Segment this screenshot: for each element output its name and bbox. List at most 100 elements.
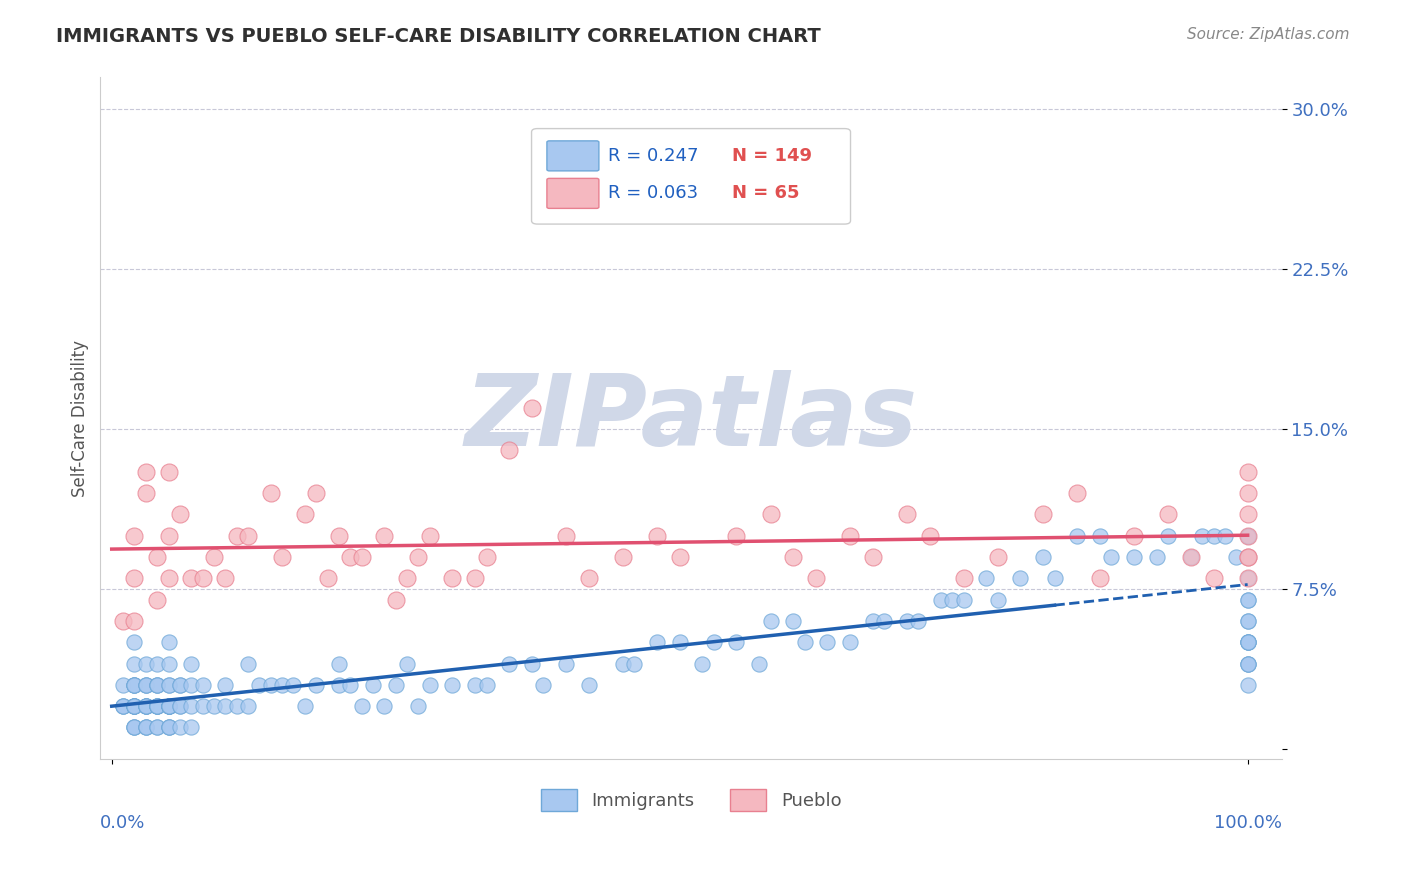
Pueblo (1066, 486, 1088, 500)
Pueblo (1180, 549, 1202, 564)
Immigrants (1032, 549, 1054, 564)
Immigrants (283, 678, 305, 692)
Immigrants (191, 678, 214, 692)
Pueblo (839, 529, 862, 543)
Immigrants (214, 678, 236, 692)
Pueblo (1157, 508, 1180, 522)
Immigrants (271, 678, 294, 692)
Pueblo (952, 571, 974, 585)
Immigrants (1123, 549, 1146, 564)
Text: Source: ZipAtlas.com: Source: ZipAtlas.com (1187, 27, 1350, 42)
Pueblo (157, 465, 180, 479)
Pueblo (146, 549, 169, 564)
Immigrants (896, 614, 918, 628)
Text: 100.0%: 100.0% (1213, 814, 1282, 832)
Text: R = 0.247: R = 0.247 (609, 147, 699, 165)
Pueblo (373, 529, 395, 543)
Pueblo (520, 401, 543, 415)
Pueblo (316, 571, 339, 585)
Immigrants (157, 635, 180, 649)
Immigrants (1236, 571, 1258, 585)
Immigrants (112, 699, 135, 714)
Immigrants (124, 699, 146, 714)
Immigrants (124, 699, 146, 714)
Immigrants (612, 657, 634, 671)
Immigrants (1236, 529, 1258, 543)
Immigrants (157, 657, 180, 671)
Immigrants (396, 657, 419, 671)
Immigrants (214, 699, 236, 714)
Pueblo (725, 529, 748, 543)
Immigrants (1191, 529, 1213, 543)
Pueblo (1236, 549, 1258, 564)
Immigrants (555, 657, 578, 671)
Immigrants (1236, 592, 1258, 607)
Immigrants (408, 699, 430, 714)
Immigrants (668, 635, 690, 649)
Pueblo (1236, 529, 1258, 543)
Immigrants (157, 699, 180, 714)
Immigrants (520, 657, 543, 671)
Pueblo (180, 571, 202, 585)
Immigrants (260, 678, 283, 692)
Pueblo (305, 486, 328, 500)
Pueblo (896, 508, 918, 522)
Pueblo (1236, 549, 1258, 564)
Pueblo (1236, 465, 1258, 479)
Immigrants (1213, 529, 1236, 543)
Immigrants (135, 699, 157, 714)
Immigrants (157, 699, 180, 714)
Immigrants (361, 678, 384, 692)
Immigrants (328, 678, 350, 692)
Immigrants (124, 721, 146, 735)
Immigrants (180, 678, 202, 692)
Pueblo (124, 529, 146, 543)
Immigrants (169, 678, 191, 692)
Immigrants (146, 678, 169, 692)
Immigrants (135, 678, 157, 692)
Immigrants (135, 699, 157, 714)
Pueblo (612, 549, 634, 564)
Immigrants (135, 721, 157, 735)
Immigrants (645, 635, 668, 649)
Immigrants (146, 678, 169, 692)
Text: N = 149: N = 149 (733, 147, 813, 165)
Y-axis label: Self-Care Disability: Self-Care Disability (72, 340, 89, 497)
Immigrants (146, 657, 169, 671)
Immigrants (815, 635, 838, 649)
Immigrants (146, 678, 169, 692)
Immigrants (1236, 529, 1258, 543)
Immigrants (1236, 635, 1258, 649)
Immigrants (339, 678, 361, 692)
Pueblo (384, 592, 406, 607)
Immigrants (157, 699, 180, 714)
Pueblo (645, 529, 668, 543)
Immigrants (782, 614, 804, 628)
Immigrants (498, 657, 520, 671)
Immigrants (1043, 571, 1066, 585)
Immigrants (725, 635, 748, 649)
Immigrants (1236, 614, 1258, 628)
Immigrants (124, 721, 146, 735)
Immigrants (180, 657, 202, 671)
Immigrants (157, 678, 180, 692)
Immigrants (169, 699, 191, 714)
Pueblo (350, 549, 373, 564)
Immigrants (236, 699, 259, 714)
Immigrants (135, 699, 157, 714)
Immigrants (124, 657, 146, 671)
Immigrants (1236, 678, 1258, 692)
Immigrants (135, 699, 157, 714)
Immigrants (748, 657, 770, 671)
Pueblo (135, 465, 157, 479)
Immigrants (157, 721, 180, 735)
Pueblo (498, 443, 520, 458)
Pueblo (1236, 508, 1258, 522)
Immigrants (124, 678, 146, 692)
Immigrants (124, 635, 146, 649)
Pueblo (1236, 571, 1258, 585)
Text: 0.0%: 0.0% (100, 814, 146, 832)
Immigrants (146, 699, 169, 714)
Immigrants (124, 699, 146, 714)
Immigrants (135, 721, 157, 735)
